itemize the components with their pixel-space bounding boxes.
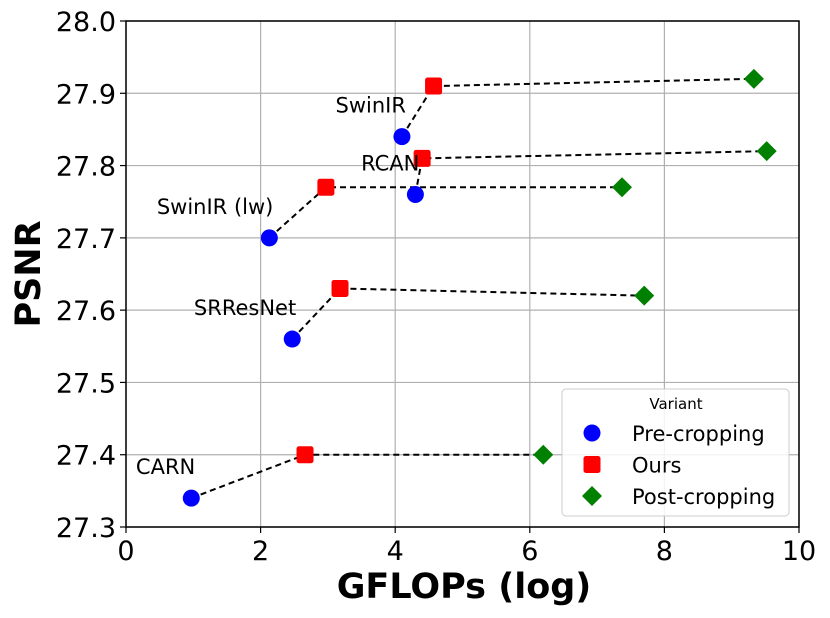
ticks: 0 2 4 6 8 10 27.3 27.4 27.5 27.6 27.7 27.8 27.9 28.0 xyxy=(56,7,816,567)
y-axis-title: PSNR xyxy=(9,220,49,327)
x-tick-label: 2 xyxy=(252,536,269,567)
legend-marker-ours xyxy=(583,456,601,473)
connector-line-rcan xyxy=(414,150,767,195)
legend-marker-pre-cropping xyxy=(583,424,601,442)
y-tick-label: 27.8 xyxy=(56,152,116,183)
legend-title: Variant xyxy=(649,395,702,413)
legend-marker-post-cropping xyxy=(582,486,602,506)
ours-point-carn xyxy=(296,446,314,464)
x-tick-label: 6 xyxy=(521,536,538,567)
post-cropping-point-rcan xyxy=(756,141,777,162)
legend-box xyxy=(561,388,790,517)
model-labels: SwinIR RCAN SwinIR (lw) SRResNet CARN xyxy=(136,94,419,479)
connector-line-carn xyxy=(190,453,544,500)
model-label-rcan: RCAN xyxy=(361,151,419,175)
legend: Variant Pre-cropping Ours Post-cropping xyxy=(561,388,790,517)
y-tick-label: 27.9 xyxy=(56,79,116,110)
ours-point-swinir-lw xyxy=(317,178,335,196)
x-tick-label: 8 xyxy=(656,536,673,567)
y-tick-label: 27.7 xyxy=(56,224,116,255)
post-cropping-point-swinir-lw xyxy=(612,177,633,198)
model-label-carn: CARN xyxy=(136,455,195,479)
x-tick-label: 4 xyxy=(387,536,404,567)
plot-frame xyxy=(125,20,800,528)
y-tick-label: 28.0 xyxy=(56,7,116,38)
x-tick-label: 10 xyxy=(782,536,816,567)
model-label-swinir: SwinIR xyxy=(335,94,405,118)
ours-point-swinir xyxy=(425,77,443,95)
ours-point-rcan xyxy=(413,149,431,167)
pre-cropping-point-rcan xyxy=(406,185,424,203)
model-label-swinir-lw: SwinIR (lw) xyxy=(157,195,274,219)
y-tick-label: 27.3 xyxy=(56,513,116,544)
y-tick-label: 27.5 xyxy=(56,368,116,399)
post-cropping-point-swinir xyxy=(743,68,764,89)
post-cropping-point-srresnet xyxy=(634,285,655,306)
post-cropping-point-carn xyxy=(533,444,554,465)
x-axis-title: GFLOPs (log) xyxy=(337,567,592,607)
connector-line-srresnet xyxy=(291,287,645,340)
x-tick-label: 0 xyxy=(117,536,134,567)
pre-cropping-point-swinir xyxy=(393,128,411,146)
legend-label-post-cropping: Post-cropping xyxy=(632,485,775,509)
pre-cropping-point-swinir-lw xyxy=(260,229,278,247)
legend-label-ours: Ours xyxy=(632,454,681,478)
pre-cropping-point-srresnet xyxy=(283,330,301,348)
data-markers xyxy=(182,68,777,507)
legend-label-pre-cropping: Pre-cropping xyxy=(632,422,765,446)
ours-point-srresnet xyxy=(331,279,349,297)
model-label-srresnet: SRResNet xyxy=(194,296,296,320)
y-tick-label: 27.4 xyxy=(56,441,116,472)
pre-cropping-point-carn xyxy=(182,489,200,507)
y-tick-label: 27.6 xyxy=(56,296,116,327)
connector-line-swinir xyxy=(401,77,754,138)
